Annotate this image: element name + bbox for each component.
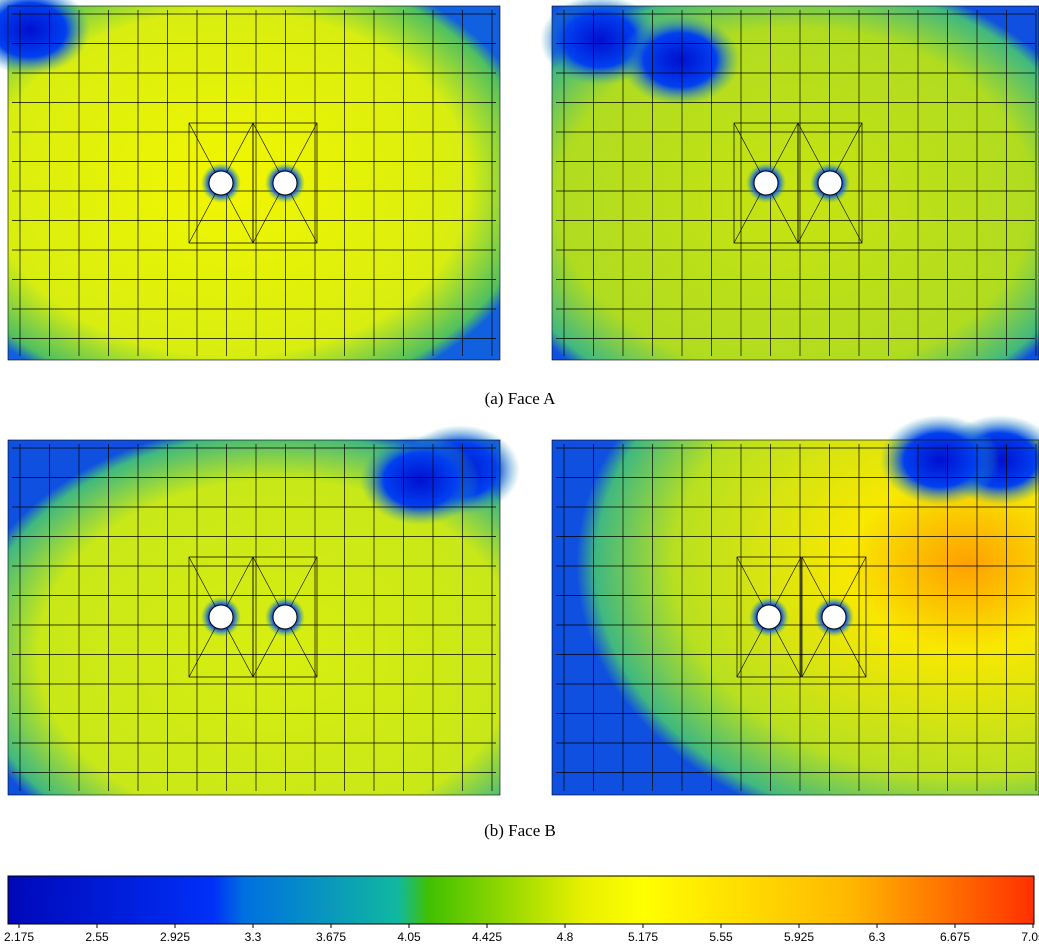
tick-label: 7.05: [1021, 930, 1039, 944]
tick-label: 5.925: [784, 930, 814, 944]
low-region: [360, 435, 480, 525]
heatmap-panel: [0, 0, 501, 361]
hole: [817, 170, 843, 196]
tick-label: 2.925: [160, 930, 190, 944]
heatmap-panel: [551, 415, 1039, 796]
tick-label: 4.8: [557, 930, 574, 944]
tick-label: 5.175: [628, 930, 658, 944]
panel-frame: [551, 439, 1039, 796]
panel-frame: [7, 439, 501, 796]
colorbar-ticks: 2.175 2.55 2.925 3.3 3.675 4.05 4.425 4.8 5.175 5…: [4, 924, 1039, 944]
tick-label: 3.3: [245, 930, 262, 944]
panel-frame: [551, 5, 1039, 361]
caption: (a) Face A: [485, 389, 557, 408]
tick-label: 2.55: [85, 930, 109, 944]
heatmap-panel: [7, 425, 520, 796]
tick-label: 4.05: [397, 930, 421, 944]
tick-label: 6.675: [940, 930, 970, 944]
caption: (b) Face B: [484, 821, 556, 840]
hole: [272, 170, 298, 196]
heatmap: [8, 6, 500, 360]
heatmaps: [0, 0, 1039, 796]
hole: [821, 604, 847, 630]
hole: [272, 604, 298, 630]
colorbar: [7, 875, 1035, 925]
tick-label: 4.425: [472, 930, 502, 944]
tick-label: 5.55: [709, 930, 733, 944]
hole: [208, 170, 234, 196]
hole: [208, 604, 234, 630]
low-region: [0, 0, 90, 75]
tick-label: 6.3: [869, 930, 886, 944]
hole: [756, 604, 782, 630]
tick-label: 3.675: [316, 930, 346, 944]
low-region: [620, 15, 740, 105]
heatmap-panel: [540, 0, 1039, 361]
low-region: [880, 415, 1000, 505]
hole: [753, 170, 779, 196]
panel-frame: [7, 5, 501, 361]
tick-label: 2.175: [4, 930, 34, 944]
